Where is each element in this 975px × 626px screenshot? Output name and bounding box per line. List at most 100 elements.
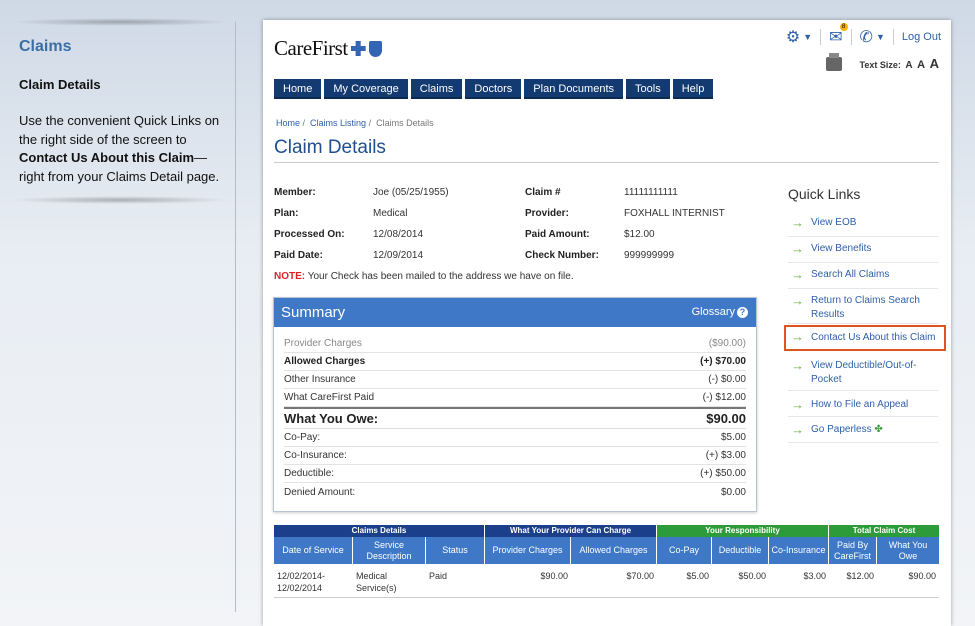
summary-value: $0.00 — [720, 486, 746, 498]
quick-link-search-claims[interactable]: → Search All Claims — [788, 268, 938, 289]
cell-allowed-charges: $70.00 — [626, 571, 654, 581]
cell-description: Medical Service(s) — [356, 571, 397, 593]
col-what-you-owe: What You Owe — [888, 539, 928, 561]
nav-my-coverage[interactable]: My Coverage — [324, 79, 408, 99]
breadcrumb-claims-listing[interactable]: Claims Listing — [310, 118, 367, 128]
quick-link-label: View Benefits — [811, 243, 872, 254]
summary-value: (-) $12.00 — [702, 392, 746, 403]
note-label: NOTE: — [274, 271, 306, 282]
breadcrumb: Home / Claims Listing / Claims Details — [276, 118, 434, 128]
quick-link-contact-us[interactable]: → Contact Us About this Claim — [784, 325, 946, 351]
summary-value: (-) $0.00 — [708, 374, 746, 385]
mail-badge: 8 — [839, 23, 848, 31]
group-provider-charge: What Your Provider Can Charge — [485, 525, 657, 537]
nav-tools[interactable]: Tools — [626, 79, 670, 99]
panel-shadow — [10, 18, 230, 26]
tutorial-body-emphasis: Contact Us About this Claim — [19, 150, 195, 165]
tutorial-body-text: Use the convenient Quick Links on the ri… — [19, 113, 220, 147]
logo-text: CareFirst — [274, 36, 348, 60]
chevron-down-icon[interactable]: ▼ — [875, 32, 885, 42]
logout-link[interactable]: Log Out — [901, 31, 941, 43]
claim-number-value: 11111111111 — [624, 187, 678, 198]
summary-value: (+) $50.00 — [700, 468, 746, 479]
quick-link-go-paperless[interactable]: → Go Paperless ✤ — [788, 423, 938, 443]
member-value: Joe (05/25/1955) — [373, 187, 449, 198]
claim-details-screen: CareFirst ⚙ ▼ ✉ 8 ✆ ▼ Log Out Text Size: A … — [263, 20, 951, 626]
member-label: Member: — [274, 187, 316, 198]
nav-plan-documents[interactable]: Plan Documents — [524, 79, 624, 99]
chevron-down-icon[interactable]: ▼ — [803, 32, 813, 42]
paid-amount-value: $12.00 — [624, 229, 655, 240]
summary-label: Co-Insurance: — [284, 450, 347, 461]
summary-header: Summary Glossary? — [274, 298, 756, 327]
summary-label: Allowed Charges — [284, 356, 366, 367]
help-icon: ? — [737, 307, 748, 318]
breadcrumb-current: Claims Details — [376, 118, 434, 128]
tutorial-body: Use the convenient Quick Links on the ri… — [19, 112, 229, 186]
arrow-right-icon: → — [791, 215, 804, 230]
quick-link-label: Contact Us About this Claim — [811, 332, 936, 343]
quick-link-label: How to File an Appeal — [811, 399, 909, 410]
tutorial-subtitle: Claim Details — [19, 77, 101, 92]
quick-link-label: Search All Claims — [811, 269, 890, 280]
quick-link-label: View Deductible/Out-of-Pocket — [811, 360, 917, 385]
text-size-label: Text Size: — [859, 60, 901, 70]
summary-label: Co-Pay: — [284, 432, 321, 443]
table-column-header: Date of Service Service Description Stat… — [274, 537, 939, 564]
print-textsize-row: Text Size: A A A — [825, 52, 939, 71]
check-note: NOTE: Your Check has been mailed to the … — [274, 271, 574, 282]
arrow-right-icon: → — [791, 241, 804, 256]
quick-link-view-eob[interactable]: → View EOB — [788, 216, 938, 237]
col-service-description: Service Description — [353, 537, 426, 564]
phone-icon[interactable]: ✆ — [859, 29, 873, 46]
panel-shadow — [10, 196, 230, 204]
summary-row: What CareFirst Paid (-) $12.00 — [284, 389, 746, 407]
glossary-link[interactable]: Glossary? — [692, 306, 748, 318]
cell-paid-by-carefirst: $12.00 — [846, 571, 874, 581]
quick-link-view-deductible[interactable]: → View Deductible/Out-of-Pocket — [788, 359, 938, 391]
nav-home[interactable]: Home — [274, 79, 322, 99]
quick-link-return-results[interactable]: → Return to Claims Search Results — [788, 294, 938, 324]
check-number-label: Check Number: — [525, 250, 599, 261]
breadcrumb-home[interactable]: Home — [276, 118, 301, 128]
text-size-medium[interactable]: A — [917, 59, 926, 71]
text-size-small[interactable]: A — [905, 60, 913, 71]
carefirst-logo[interactable]: CareFirst — [274, 36, 382, 61]
summary-value: ($90.00) — [708, 338, 746, 349]
cell-deductible: $50.00 — [738, 571, 766, 581]
quick-link-label: View EOB — [811, 217, 857, 228]
arrow-right-icon: → — [791, 267, 804, 282]
gear-icon[interactable]: ⚙ — [785, 29, 801, 46]
summary-row: Denied Amount: $0.00 — [284, 483, 746, 501]
text-size-control: Text Size: A A A — [858, 56, 939, 71]
divider — [820, 29, 822, 45]
divider — [892, 29, 894, 45]
col-co-insurance: Co-Insurance — [769, 537, 829, 564]
blue-cross-icon — [350, 41, 366, 56]
nav-help[interactable]: Help — [672, 79, 714, 99]
cell-co-pay: $5.00 — [686, 571, 709, 581]
arrow-right-icon: → — [791, 397, 804, 412]
processed-value: 12/08/2014 — [373, 229, 424, 240]
divider — [850, 29, 852, 45]
provider-label: Provider: — [525, 208, 569, 219]
nav-doctors[interactable]: Doctors — [465, 79, 522, 99]
cell-status: Paid — [429, 571, 448, 581]
mail-icon[interactable]: ✉ 8 — [829, 23, 848, 47]
main-nav: Home My Coverage Claims Doctors Plan Doc… — [274, 79, 714, 99]
header-utilities: ⚙ ▼ ✉ 8 ✆ ▼ Log Out — [785, 23, 941, 47]
table-group-header: Claims Details What Your Provider Can Ch… — [274, 525, 939, 537]
summary-row-total: What You Owe: $90.00 — [284, 407, 746, 429]
summary-table: Provider Charges ($90.00) Allowed Charges… — [284, 335, 746, 501]
quick-link-view-benefits[interactable]: → View Benefits — [788, 242, 938, 263]
claim-number-label: Claim # — [525, 187, 561, 198]
text-size-large[interactable]: A — [929, 56, 939, 71]
tutorial-panel: Claims Claim Details Use the convenient … — [0, 0, 236, 626]
quick-link-label: Go Paperless — [811, 424, 872, 435]
nav-claims[interactable]: Claims — [410, 79, 463, 99]
summary-label: Provider Charges — [284, 338, 362, 349]
group-total-cost: Total Claim Cost — [829, 525, 939, 537]
quick-link-file-appeal[interactable]: → How to File an Appeal — [788, 398, 938, 417]
printer-icon[interactable] — [825, 52, 842, 71]
summary-label: Other Insurance — [284, 374, 356, 385]
